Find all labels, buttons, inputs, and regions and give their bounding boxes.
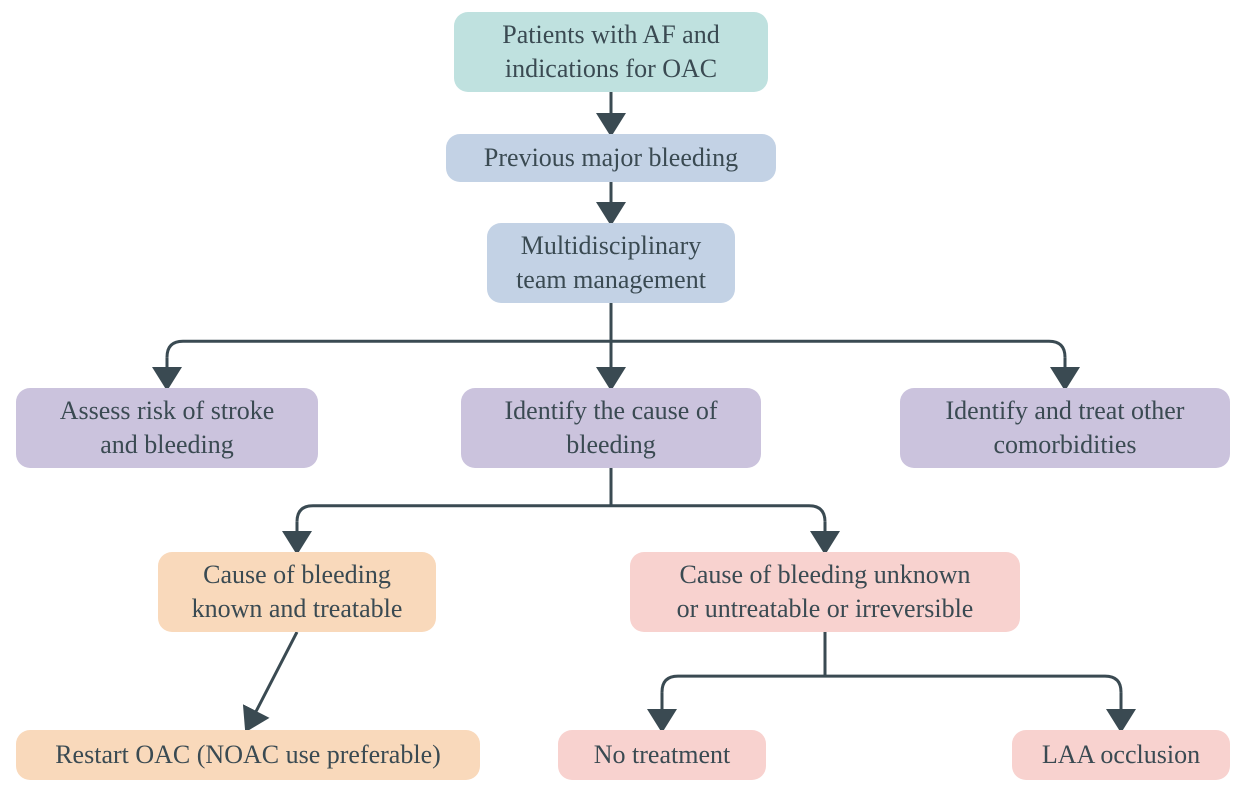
flowchart-node-label: Assess risk of strokeand bleeding <box>60 394 275 462</box>
flowchart-node-label: Previous major bleeding <box>484 141 738 175</box>
flowchart-node-n11: LAA occlusion <box>1012 730 1230 780</box>
flowchart-node-label: Cause of bleeding unknownor untreatable … <box>677 558 974 626</box>
flowchart-node-n10: No treatment <box>558 730 766 780</box>
flowchart-node-label: Patients with AF andindications for OAC <box>502 18 719 86</box>
flowchart-node-n5: Identify the cause ofbleeding <box>461 388 761 468</box>
flowchart-node-n7: Cause of bleedingknown and treatable <box>158 552 436 632</box>
flowchart-node-n9: Restart OAC (NOAC use preferable) <box>16 730 480 780</box>
flowchart-node-label: Cause of bleedingknown and treatable <box>192 558 403 626</box>
flowchart-node-n3: Multidisciplinaryteam management <box>487 223 735 303</box>
flowchart-node-label: Restart OAC (NOAC use preferable) <box>55 738 441 772</box>
flowchart-node-label: No treatment <box>594 738 730 772</box>
flowchart-node-label: Multidisciplinaryteam management <box>516 229 706 297</box>
flowchart-node-n1: Patients with AF andindications for OAC <box>454 12 768 92</box>
flowchart-node-n4: Assess risk of strokeand bleeding <box>16 388 318 468</box>
flowchart-node-label: Identify and treat othercomorbidities <box>946 394 1185 462</box>
flowchart-node-label: LAA occlusion <box>1042 738 1200 772</box>
flowchart-node-n6: Identify and treat othercomorbidities <box>900 388 1230 468</box>
flowchart-node-label: Identify the cause ofbleeding <box>505 394 718 462</box>
flowchart-node-n2: Previous major bleeding <box>446 134 776 182</box>
flowchart-node-n8: Cause of bleeding unknownor untreatable … <box>630 552 1020 632</box>
